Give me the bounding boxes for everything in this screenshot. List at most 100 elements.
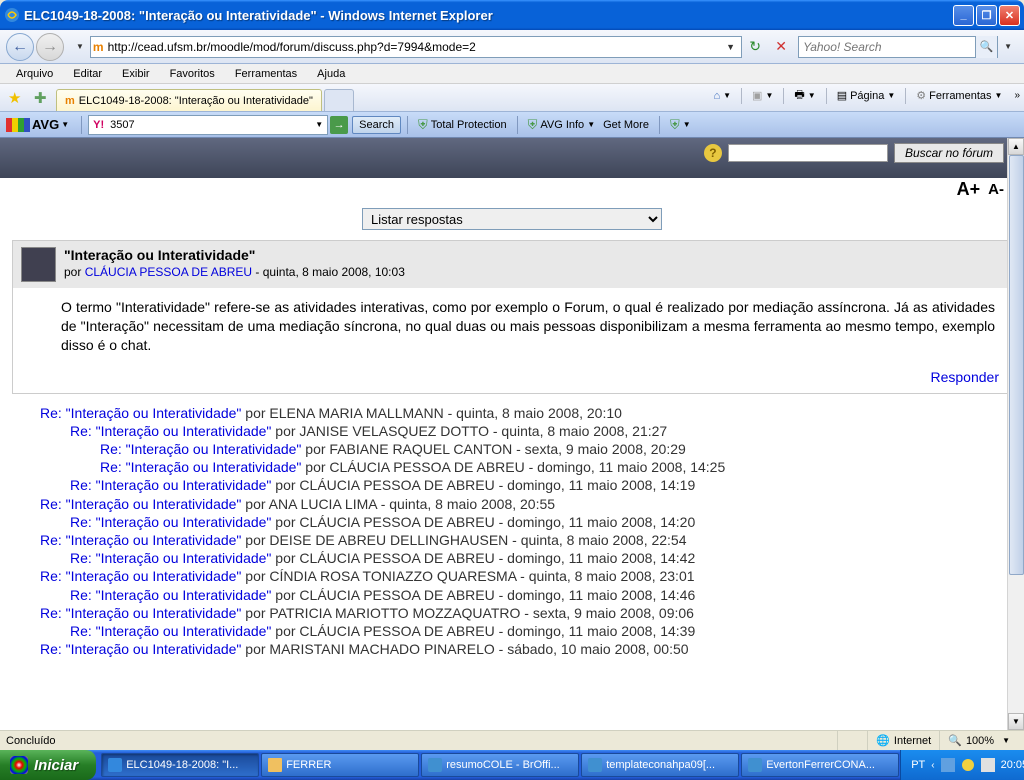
new-tab-button[interactable] — [324, 89, 354, 111]
home-button[interactable]: ⌂▼ — [709, 88, 735, 104]
address-bar[interactable]: m http://cead.ufsm.br/moodle/mod/forum/d… — [90, 36, 742, 58]
thread-reply-link[interactable]: Re: "Interação ou Interatividade" — [100, 459, 301, 475]
thread-reply-link[interactable]: Re: "Interação ou Interatividade" — [40, 568, 241, 584]
close-button[interactable]: ✕ — [999, 5, 1020, 26]
search-box: 🔍 — [798, 36, 998, 58]
menu-item[interactable]: Ajuda — [307, 66, 355, 82]
avg-total-protection[interactable]: ⛨Total Protection — [414, 115, 511, 135]
menu-item[interactable]: Ferramentas — [225, 66, 307, 82]
address-dropdown[interactable]: ▼ — [722, 42, 739, 52]
system-tray: PT ‹ 20:05 — [900, 750, 1024, 780]
browser-tab-active[interactable]: m ELC1049-18-2008: "Interação ou Interat… — [56, 89, 322, 111]
menu-item[interactable]: Exibir — [112, 66, 160, 82]
scroll-down-button[interactable]: ▼ — [1008, 713, 1024, 730]
thread-reply-link[interactable]: Re: "Interação ou Interatividade" — [40, 605, 241, 621]
maximize-button[interactable]: ❐ — [976, 5, 997, 26]
app-icon — [108, 758, 122, 772]
post-header: "Interação ou Interatividade" por CLÁUCI… — [13, 241, 1011, 288]
reply-link[interactable]: Responder — [931, 369, 1000, 385]
thread-reply-link[interactable]: Re: "Interação ou Interatividade" — [70, 477, 271, 493]
menu-item[interactable]: Editar — [63, 66, 112, 82]
taskbar-button[interactable]: EvertonFerrerCONA... — [741, 753, 899, 777]
avg-search-go[interactable]: → — [330, 116, 348, 134]
search-button[interactable]: 🔍 — [975, 36, 997, 58]
minimize-button[interactable]: _ — [953, 5, 974, 26]
zoom-in-button[interactable]: A+ — [957, 179, 981, 200]
search-provider-dropdown[interactable]: ▼ — [1004, 42, 1012, 51]
thread-reply-link[interactable]: Re: "Interação ou Interatividade" — [70, 514, 271, 530]
status-bar: Concluído 🌐Internet 🔍100%▼ — [0, 730, 1024, 750]
scrollbar[interactable]: ▲ ▼ — [1007, 138, 1024, 730]
tray-icon[interactable] — [941, 758, 955, 772]
status-zoom[interactable]: 🔍100%▼ — [939, 731, 1018, 750]
search-input[interactable] — [799, 40, 975, 54]
gear-icon: ⚙ — [916, 89, 926, 102]
help-icon[interactable]: ? — [704, 144, 722, 162]
back-button[interactable]: ← — [6, 33, 34, 61]
forum-search-button[interactable]: Buscar no fórum — [894, 143, 1004, 163]
start-button[interactable]: Iniciar — [0, 750, 96, 780]
forum-post: "Interação ou Interatividade" por CLÁUCI… — [12, 240, 1012, 394]
taskbar-button-label: FERRER — [286, 759, 331, 771]
menu-item[interactable]: Arquivo — [6, 66, 63, 82]
thread-reply-row: Re: "Interação ou Interatividade" por MA… — [40, 640, 1012, 658]
thread-reply-link[interactable]: Re: "Interação ou Interatividade" — [40, 641, 241, 657]
avg-get-more[interactable]: Get More — [599, 117, 653, 133]
ie-logo-icon — [4, 7, 20, 23]
taskbar-button[interactable]: ELC1049-18-2008: "I... — [101, 753, 259, 777]
separator — [517, 116, 518, 134]
thread-reply-link[interactable]: Re: "Interação ou Interatividade" — [70, 550, 271, 566]
globe-icon: 🌐 — [876, 734, 890, 747]
thread-reply-link[interactable]: Re: "Interação ou Interatividade" — [70, 587, 271, 603]
avg-logo[interactable]: AVG ▼ — [6, 117, 69, 132]
nav-history-dropdown[interactable]: ▼ — [76, 42, 84, 51]
taskbar-button[interactable]: FERRER — [261, 753, 419, 777]
display-mode-select[interactable]: Listar respostas — [362, 208, 662, 230]
thread-reply-link[interactable]: Re: "Interação ou Interatividade" — [70, 623, 271, 639]
forum-search-input[interactable] — [728, 144, 888, 162]
thread-reply-link[interactable]: Re: "Interação ou Interatividade" — [100, 441, 301, 457]
favorites-star-icon[interactable]: ★ — [8, 89, 26, 107]
post-body: O termo "Interatividade" refere-se as at… — [13, 288, 1011, 365]
avg-extra[interactable]: ⛨▼ — [666, 115, 695, 135]
refresh-button[interactable]: ↻ — [744, 36, 766, 58]
tray-chevron-icon[interactable]: ‹ — [931, 760, 934, 771]
feeds-icon: ▣ — [752, 89, 762, 102]
stop-button[interactable]: ✕ — [770, 36, 792, 58]
avg-info[interactable]: ⛨AVG Info▼ — [524, 115, 600, 135]
taskbar-button[interactable]: templateconahpa09[... — [581, 753, 739, 777]
taskbar-button-label: resumoCOLE - BrOffi... — [446, 759, 560, 771]
address-url: http://cead.ufsm.br/moodle/mod/forum/dis… — [108, 40, 723, 54]
clock[interactable]: 20:05 — [1001, 759, 1024, 771]
thread-reply-link[interactable]: Re: "Interação ou Interatividade" — [40, 496, 241, 512]
avg-search-value[interactable]: 3507 — [110, 119, 315, 131]
forward-button[interactable]: → — [36, 33, 64, 61]
post-footer: Responder — [13, 365, 1011, 393]
tray-icon[interactable] — [961, 758, 975, 772]
avg-search-button[interactable]: Search — [352, 116, 401, 134]
page-menu[interactable]: ▤Página▼ — [833, 87, 900, 104]
tray-icon[interactable] — [981, 758, 995, 772]
thread-reply-row: Re: "Interação ou Interatividade" por EL… — [40, 404, 1012, 422]
menu-item[interactable]: Favoritos — [160, 66, 225, 82]
thread-reply-link[interactable]: Re: "Interação ou Interatividade" — [70, 423, 271, 439]
thread-reply-meta: por CLÁUCIA PESSOA DE ABREU - domingo, 1… — [271, 623, 695, 639]
scroll-thumb[interactable] — [1009, 155, 1024, 575]
thread-reply-link[interactable]: Re: "Interação ou Interatividade" — [40, 532, 241, 548]
scroll-up-button[interactable]: ▲ — [1008, 138, 1024, 155]
thread-reply-link[interactable]: Re: "Interação ou Interatividade" — [40, 405, 241, 421]
print-button[interactable]: 🖶▼ — [790, 84, 819, 107]
taskbar-button[interactable]: resumoCOLE - BrOffi... — [421, 753, 579, 777]
tools-menu[interactable]: ⚙Ferramentas▼ — [912, 87, 1006, 104]
app-icon — [588, 758, 602, 772]
separator — [783, 88, 784, 104]
lang-indicator[interactable]: PT — [911, 759, 925, 771]
add-favorites-icon[interactable]: ✚ — [34, 89, 52, 107]
thread-reply-meta: por CLÁUCIA PESSOA DE ABREU - domingo, 1… — [271, 477, 695, 493]
home-icon: ⌂ — [713, 90, 720, 102]
chevrons-icon[interactable]: » — [1014, 90, 1020, 101]
post-author-link[interactable]: CLÁUCIA PESSOA DE ABREU — [85, 265, 252, 279]
feeds-button[interactable]: ▣▼ — [748, 87, 777, 104]
thread-reply-row: Re: "Interação ou Interatividade" por FA… — [100, 440, 1012, 458]
zoom-out-button[interactable]: A- — [988, 181, 1004, 198]
